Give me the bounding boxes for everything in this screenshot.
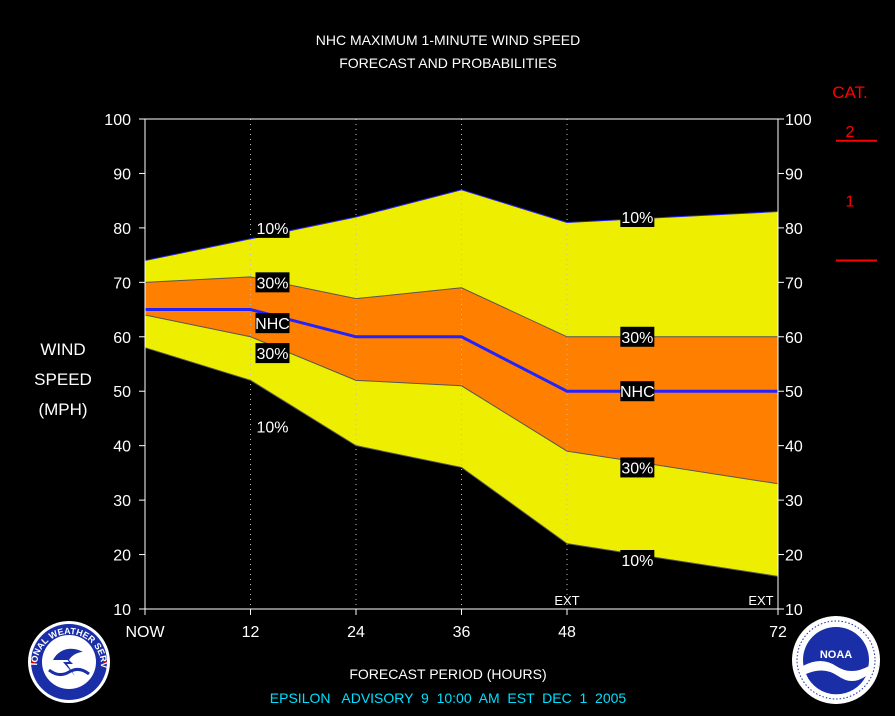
category-title: CAT.: [832, 83, 868, 102]
y-tick-label-right: 100: [785, 112, 812, 129]
svg-text:NHC: NHC: [620, 384, 655, 401]
svg-text:10%: 10%: [256, 221, 288, 238]
y-tick-label-right: 40: [785, 439, 803, 456]
y-tick-label-right: 30: [785, 493, 803, 510]
annotations: 10% 30% NHC 30% 10% 10% 30% NHC 30% 10%: [255, 207, 655, 570]
x-tick-label: NOW: [125, 624, 165, 641]
ext-label: EXT: [554, 593, 579, 608]
x-tick-label: 24: [347, 624, 365, 641]
y-tick-label-right: 20: [785, 548, 803, 565]
category-label: 1: [846, 194, 855, 211]
annotation-label: 30%: [620, 457, 655, 478]
y-tick-label-right: 90: [785, 166, 803, 183]
y-tick-label-right: 50: [785, 384, 803, 401]
y-tick-label-left: 50: [113, 384, 131, 401]
x-tick-label: 72: [769, 624, 787, 641]
svg-text:30%: 30%: [621, 460, 653, 477]
y-tick-label-left: 70: [113, 275, 131, 292]
advisory-line: EPSILON ADVISORY 9 10:00 AM EST DEC 1 20…: [270, 690, 627, 706]
annotation-label: NHC: [620, 381, 655, 402]
x-tick-label: 48: [558, 624, 576, 641]
x-tick-label: 12: [242, 624, 260, 641]
svg-text:10%: 10%: [621, 210, 653, 227]
annotation-label: 30%: [620, 326, 655, 347]
svg-text:30%: 30%: [256, 346, 288, 363]
annotation-label: 30%: [255, 272, 290, 293]
svg-text:10%: 10%: [256, 420, 288, 437]
series-lines: [144, 189, 779, 577]
series-line-lower10: [144, 347, 779, 577]
annotation-label: 30%: [255, 343, 290, 364]
series-line-forecast: [145, 308, 778, 393]
y-tick-label-left: 100: [104, 112, 131, 129]
y-axis-label-line1: WIND: [40, 340, 85, 359]
y-tick-label-left: 20: [113, 548, 131, 565]
chart-title-line2: FORECAST AND PROBABILITIES: [339, 55, 557, 71]
svg-text:30%: 30%: [621, 330, 653, 347]
noaa-logo: NOAA: [792, 616, 880, 704]
annotation-label: 10%: [620, 550, 655, 570]
y-axis-label-line3: (MPH): [38, 400, 87, 419]
series-line-upper30: [144, 276, 778, 338]
y-tick-label-left: 40: [113, 439, 131, 456]
x-axis-label: FORECAST PERIOD (HOURS): [349, 666, 546, 682]
chart-title-line1: NHC MAXIMUM 1-MINUTE WIND SPEED: [316, 32, 580, 48]
annotation-label: NHC: [255, 313, 290, 334]
y-tick-label-left: 80: [113, 221, 131, 238]
y-tick-label-left: 90: [113, 166, 131, 183]
annotation-label: 10%: [255, 217, 290, 238]
nws-logo: NATIONAL WEATHER SERVICE: [28, 621, 110, 703]
y-tick-label-left: 60: [113, 330, 131, 347]
y-tick-label-left: 30: [113, 493, 131, 510]
y-axis-label-line2: SPEED: [34, 370, 92, 389]
ext-label: EXT: [748, 593, 773, 608]
x-tick-label: 36: [453, 624, 471, 641]
y-tick-label-left: 10: [113, 602, 131, 619]
noaa-logo-text: NOAA: [820, 649, 852, 661]
y-tick-label-right: 60: [785, 330, 803, 347]
x-axis-ticks: NOW 12 24 36 48 72 EXT EXT: [125, 593, 787, 641]
annotation-label: 10%: [255, 416, 290, 437]
probability-bands: [145, 189, 778, 577]
gridlines: [250, 119, 568, 609]
svg-text:30%: 30%: [256, 275, 288, 292]
svg-text:10%: 10%: [621, 553, 653, 570]
category-panel: CAT. 2 1: [832, 83, 877, 262]
series-line-upper10: [144, 189, 779, 262]
category-label: 2: [846, 124, 855, 141]
series-line-lower30: [144, 314, 779, 485]
y-tick-label-right: 80: [785, 221, 803, 238]
annotation-label: 10%: [620, 207, 655, 227]
band-30-percent: [145, 276, 778, 484]
y-axis-ticks: 10 10 20 20 30 30 40 40 50 50 60 60 70 70 80 80 90 90 100 1…: [104, 112, 812, 619]
y-tick-label-right: 70: [785, 275, 803, 292]
svg-text:NHC: NHC: [255, 316, 290, 333]
y-tick-label-right: 10: [785, 602, 803, 619]
